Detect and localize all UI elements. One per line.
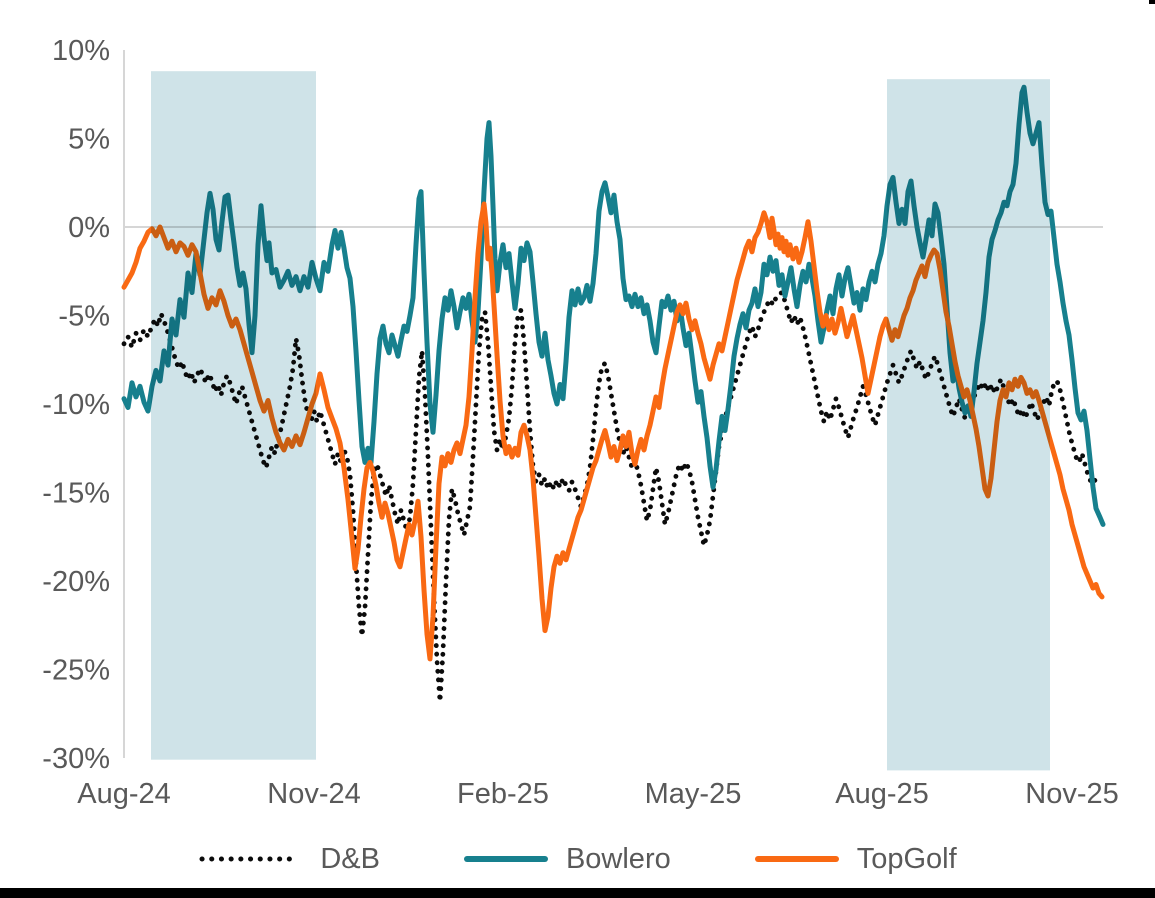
legend-item-topgolf: TopGolf xyxy=(754,842,957,876)
dotted-line-swatch-icon xyxy=(199,856,301,862)
y-tick-label: 0% xyxy=(68,212,110,244)
orange-line-swatch-icon xyxy=(754,856,839,862)
x-tick-label: Aug-25 xyxy=(835,778,929,810)
highlight-band-2 xyxy=(887,79,1050,771)
x-tick-label: Nov-24 xyxy=(267,778,361,810)
legend-item-bowlero: Bowlero xyxy=(463,842,671,876)
chart-legend: D&B Bowlero TopGolf xyxy=(0,838,1155,880)
x-tick-label: Aug-24 xyxy=(77,778,171,810)
legend-label-db: D&B xyxy=(320,842,380,875)
x-tick-label: Feb-25 xyxy=(457,778,549,810)
legend-label-bowlero: Bowlero xyxy=(565,842,671,875)
y-tick-label: -25% xyxy=(42,655,110,687)
y-tick-label: -5% xyxy=(58,301,110,333)
highlight-band-1 xyxy=(151,71,316,760)
teal-line-swatch-icon xyxy=(463,856,548,862)
bottom-black-bar xyxy=(0,888,1155,898)
y-tick-label: -15% xyxy=(42,478,110,510)
legend-item-db: D&B xyxy=(198,843,380,876)
y-tick-label: 10% xyxy=(52,35,110,67)
x-tick-label: May-25 xyxy=(645,778,742,810)
y-tick-label: -30% xyxy=(42,743,110,775)
x-tick-label: Nov-25 xyxy=(1025,778,1119,810)
y-tick-label: -10% xyxy=(42,389,110,421)
y-tick-label: -20% xyxy=(42,566,110,598)
screen-corner-artifact xyxy=(1149,0,1155,4)
legend-label-topgolf: TopGolf xyxy=(856,842,957,875)
y-tick-label: 5% xyxy=(68,124,110,156)
